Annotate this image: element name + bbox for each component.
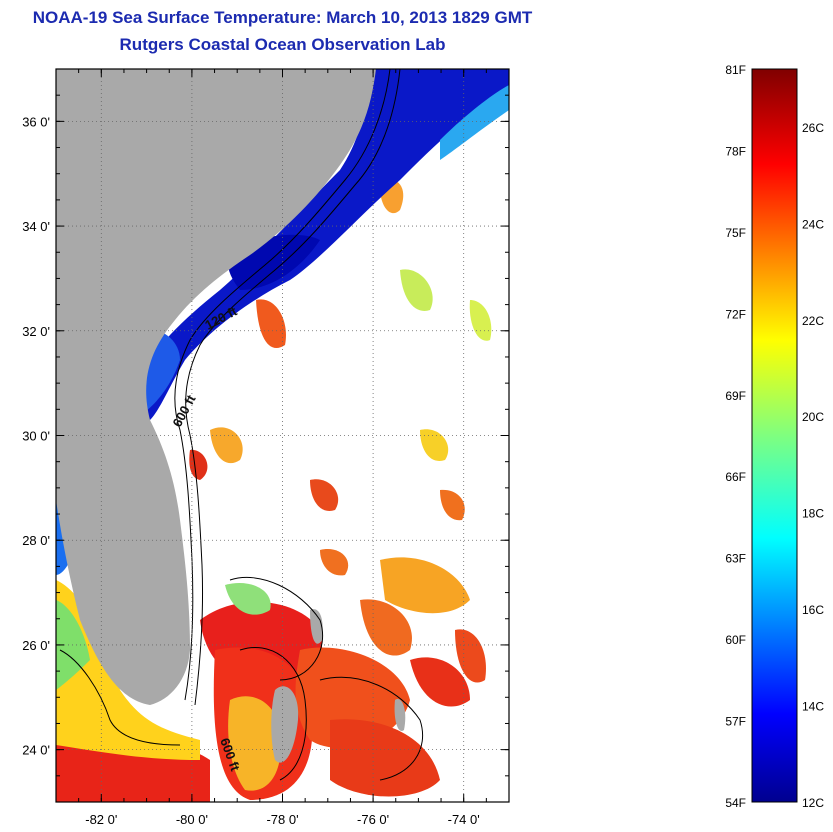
sst-patch bbox=[380, 557, 470, 614]
sst-patch bbox=[410, 657, 470, 707]
sst-patch bbox=[400, 269, 433, 311]
colorbar bbox=[751, 68, 798, 803]
map-subtitle: Rutgers Coastal Ocean Observation Lab bbox=[119, 35, 446, 54]
colorbar-f-label: 78F bbox=[725, 144, 746, 158]
sst-patch bbox=[330, 719, 440, 797]
colorbar-f-label: 57F bbox=[725, 715, 746, 729]
colorbar-c-label: 20C bbox=[802, 410, 824, 424]
colorbar-c-label: 18C bbox=[802, 507, 824, 521]
sst-patch bbox=[455, 629, 486, 683]
colorbar-f-label: 66F bbox=[725, 470, 746, 484]
bahamas-land bbox=[394, 699, 406, 731]
colorbar-c-label: 14C bbox=[802, 700, 824, 714]
sst-patch bbox=[228, 696, 281, 791]
lon-tick-label: -74 0' bbox=[448, 812, 480, 827]
land-mass bbox=[56, 69, 376, 705]
lon-tick-label: -82 0' bbox=[85, 812, 117, 827]
sst-patch bbox=[469, 300, 492, 341]
sst-patch bbox=[210, 427, 243, 464]
map-title: NOAA-19 Sea Surface Temperature: March 1… bbox=[32, 8, 533, 27]
sst-patch bbox=[440, 489, 465, 521]
sst-patch bbox=[420, 429, 449, 461]
colorbar-f-label: 81F bbox=[725, 63, 746, 77]
lon-tick-label: -76 0' bbox=[357, 812, 389, 827]
colorbar-f-label: 69F bbox=[725, 389, 746, 403]
colorbar-c-label: 12C bbox=[802, 796, 824, 810]
colorbar-c-label: 26C bbox=[802, 121, 824, 135]
sst-patch bbox=[295, 647, 410, 748]
lat-tick-label: 34 0' bbox=[22, 219, 50, 234]
bahamas-land bbox=[310, 609, 323, 644]
lat-tick-label: 30 0' bbox=[22, 429, 50, 444]
frame-ticks bbox=[55, 68, 510, 803]
lat-tick-label: 36 0' bbox=[22, 114, 50, 129]
lat-tick-label: 28 0' bbox=[22, 533, 50, 548]
sst-patch bbox=[256, 299, 286, 348]
lat-tick-label: 26 0' bbox=[22, 638, 50, 653]
colorbar-c-label: 22C bbox=[802, 314, 824, 328]
colorbar-f-label: 54F bbox=[725, 796, 746, 810]
lat-tick-label: 32 0' bbox=[22, 324, 50, 339]
sst-patch bbox=[320, 549, 349, 576]
sst-patch bbox=[310, 479, 339, 511]
sst-patch bbox=[225, 582, 271, 615]
lon-tick-label: -80 0' bbox=[176, 812, 208, 827]
colorbar-f-label: 63F bbox=[725, 552, 746, 566]
colorbar-f-label: 60F bbox=[725, 633, 746, 647]
lat-tick-label: 24 0' bbox=[22, 743, 50, 758]
shelf-water bbox=[130, 69, 509, 420]
colorbar-c-label: 24C bbox=[802, 217, 824, 231]
colorbar-c-label: 16C bbox=[802, 603, 824, 617]
lon-tick-label: -78 0' bbox=[266, 812, 298, 827]
colorbar-f-label: 75F bbox=[725, 226, 746, 240]
colorbar-f-label: 72F bbox=[725, 307, 746, 321]
bahamas-land bbox=[271, 686, 299, 763]
bathymetry-contours bbox=[59, 68, 424, 781]
shelf-water bbox=[440, 85, 509, 160]
